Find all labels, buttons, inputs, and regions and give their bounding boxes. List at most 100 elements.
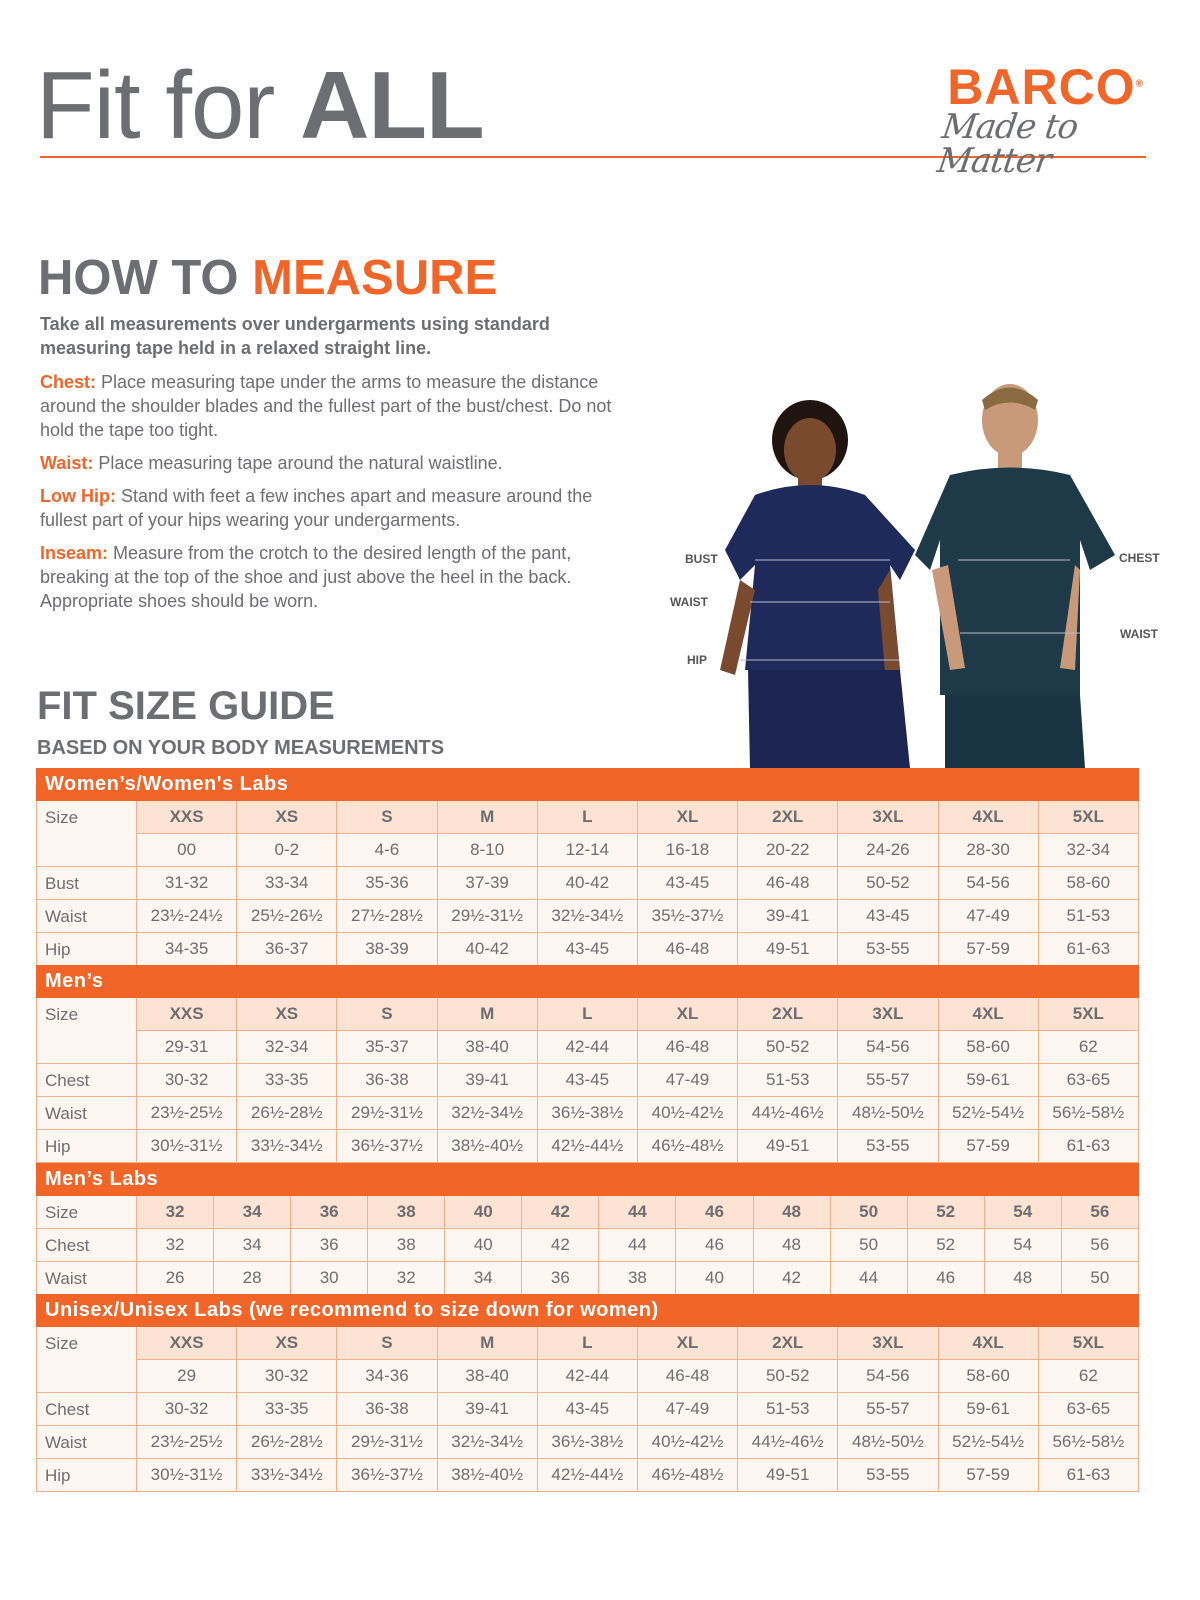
barco-logo: BARCO® Made to Matter	[935, 62, 1160, 181]
value-cell: 52	[906, 1228, 985, 1262]
value-cell: 30-32	[135, 1063, 238, 1097]
size-cell: 4XL	[937, 997, 1039, 1031]
instruction-text: Stand with feet a few inches apart and m…	[40, 486, 593, 530]
table-row: 00 0-2 4-6 8-10 12-14 16-18 20-22 24-26 28-30 32-…	[37, 833, 1139, 867]
size-cell: XS	[236, 800, 338, 834]
value-cell: 36½-38½	[536, 1096, 638, 1130]
value-cell: 46-48	[636, 1030, 739, 1064]
value-cell: 43-45	[837, 899, 939, 933]
header-divider	[40, 156, 1146, 158]
value-cell: 36-37	[236, 932, 338, 966]
value-cell: 29-31	[135, 1030, 238, 1064]
value-cell: 29	[135, 1359, 238, 1393]
value-cell: 29½-31½	[336, 1096, 438, 1130]
value-cell: 47-49	[636, 1063, 739, 1097]
value-cell: 36½-37½	[336, 1129, 438, 1163]
value-cell: 38-40	[436, 1030, 538, 1064]
size-table: Men’s Labs Size 32 34 36 38 40 42 44 46 48 50 52 54 56…	[36, 1163, 1139, 1295]
waist-label-women: WAIST	[670, 595, 709, 609]
value-cell: 39-41	[436, 1392, 538, 1426]
measure-instructions: Take all measurements over undergarments…	[40, 312, 620, 622]
value-cell: 33½-34½	[236, 1129, 338, 1163]
value-cell: 56½-58½	[1037, 1096, 1139, 1130]
size-cell: 3XL	[837, 1326, 939, 1360]
table-row: Waist 23½-25½ 26½-28½ 29½-31½ 32½-34½ 36½-38½…	[36, 1096, 1139, 1130]
size-cell: M	[436, 1326, 538, 1360]
value-cell: 48½-50½	[837, 1425, 939, 1459]
how-to-measure-title: HOW TO MEASURE	[38, 250, 497, 306]
value-cell: 51-53	[737, 1063, 839, 1097]
title-bold: ALL	[300, 52, 485, 159]
size-cell: XL	[636, 800, 739, 834]
waist-label-men: WAIST	[1120, 627, 1159, 641]
size-cell: 5XL	[1037, 1326, 1140, 1360]
value-cell: 46	[906, 1261, 985, 1295]
value-cell: 40-42	[436, 932, 538, 966]
size-cell: M	[436, 997, 538, 1031]
size-cell: L	[536, 997, 638, 1031]
value-cell: 46½-48½	[636, 1129, 739, 1163]
value-cell: 48½-50½	[837, 1096, 939, 1130]
value-cell: 8-10	[436, 833, 538, 867]
woman-figure	[720, 400, 915, 768]
size-cell: XXS	[135, 800, 238, 834]
row-label: Waist	[36, 1096, 137, 1130]
value-cell: 42	[752, 1261, 831, 1295]
row-label: Hip	[36, 932, 137, 966]
value-cell: 46-48	[737, 866, 839, 900]
value-cell: 27½-28½	[336, 899, 438, 933]
size-cell: XL	[636, 997, 739, 1031]
value-cell: 33-35	[236, 1063, 338, 1097]
brand-tagline: Made to Matter	[934, 107, 1081, 181]
value-cell: 48	[752, 1228, 831, 1262]
size-cell: M	[436, 800, 538, 834]
size-cell: 52	[906, 1195, 985, 1229]
size-cell: S	[336, 1326, 438, 1360]
table-row: Hip 30½-31½ 33½-34½ 36½-37½ 38½-40½ 42½-44½ 46…	[36, 1129, 1139, 1163]
value-cell: 54-56	[837, 1359, 939, 1393]
size-cell: XS	[236, 997, 338, 1031]
value-cell: 57-59	[937, 1129, 1039, 1163]
value-cell: 32-34	[1037, 833, 1139, 867]
value-cell: 40½-42½	[636, 1425, 739, 1459]
size-cell: S	[336, 800, 438, 834]
size-cell: L	[536, 1326, 638, 1360]
instruction-key: Chest:	[40, 372, 97, 392]
value-cell: 42-44	[536, 1359, 638, 1393]
row-label: Chest	[36, 1392, 137, 1426]
value-cell: 38	[367, 1228, 446, 1262]
size-cell: 38	[367, 1195, 446, 1229]
title-light: Fit for	[36, 52, 301, 159]
value-cell: 33-35	[236, 1392, 338, 1426]
value-cell: 55-57	[837, 1063, 939, 1097]
registered-mark: ®	[1135, 78, 1144, 90]
value-cell: 40-42	[536, 866, 638, 900]
size-cell: L	[536, 800, 638, 834]
size-cell: 44	[598, 1195, 677, 1229]
value-cell: 36-38	[336, 1063, 438, 1097]
value-cell: 62	[1037, 1030, 1139, 1064]
value-cell: 61-63	[1037, 932, 1139, 966]
size-cell: 56	[1060, 1195, 1139, 1229]
value-cell: 29½-31½	[436, 899, 538, 933]
value-cell: 53-55	[837, 932, 939, 966]
value-cell: 43-45	[536, 1063, 638, 1097]
size-cell: XS	[236, 1326, 338, 1360]
value-cell: 32½-34½	[436, 1425, 538, 1459]
value-cell: 43-45	[636, 866, 739, 900]
table-row: 29 30-32 34-36 38-40 42-44 46-48 50-52 54-56 58-…	[37, 1359, 1140, 1393]
size-cell: 3XL	[837, 997, 939, 1031]
value-cell: 51-53	[737, 1392, 839, 1426]
instruction-key: Waist:	[40, 453, 94, 473]
value-cell: 37-39	[436, 866, 538, 900]
value-cell: 53-55	[837, 1458, 939, 1492]
value-cell: 44	[829, 1261, 908, 1295]
size-guide-subtitle: BASED ON YOUR BODY MEASUREMENTS	[37, 737, 445, 759]
value-cell: 36½-37½	[336, 1458, 438, 1492]
value-cell: 34-35	[135, 932, 238, 966]
value-cell: 57-59	[937, 932, 1039, 966]
value-cell: 38½-40½	[436, 1129, 538, 1163]
value-cell: 26	[135, 1261, 215, 1295]
size-cell: S	[336, 997, 438, 1031]
size-cell: 4XL	[937, 800, 1039, 834]
